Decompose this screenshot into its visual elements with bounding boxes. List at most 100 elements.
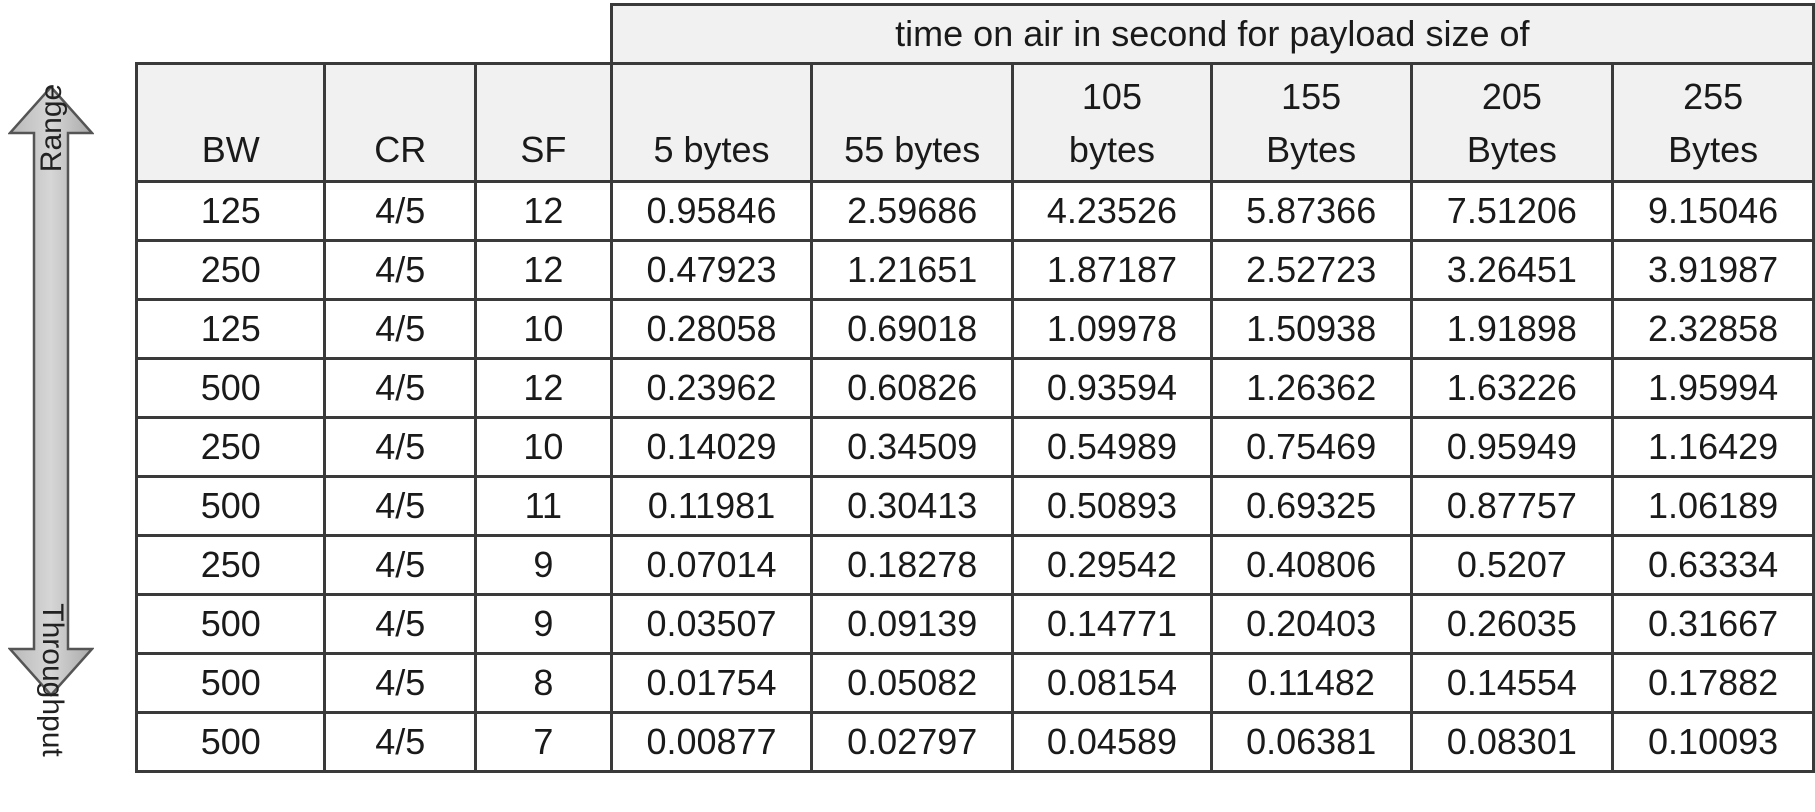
table-cell: 0.14029 [609,416,814,478]
table-cell: 5.87366 [1209,180,1413,242]
table-cell: 9.15046 [1611,180,1815,242]
table-cell: 0.07014 [609,534,814,596]
table-cell: 3.91987 [1611,239,1815,301]
table-cell: 1.87187 [1011,239,1213,301]
table-cell: 12 [474,239,613,301]
table-cell: 0.08301 [1409,711,1615,773]
table-cell: 0.5207 [1409,534,1615,596]
table-cell: 2.59686 [810,180,1015,242]
table-row: 500 4/5 11 0.11981 0.30413 0.50893 0.69325 0.87… [134,475,1815,537]
table-cell: 0.03507 [609,593,814,655]
table-cell: 0.60826 [810,357,1015,419]
column-header-row: BW CR SF 5 bytes 55 bytes 105 bytes 155 By… [134,62,1815,183]
table-cell: 4/5 [323,593,478,655]
table-cell: 500 [134,652,327,714]
table-cell: 250 [134,416,327,478]
table-cell: 0.10093 [1611,711,1815,773]
table-cell: 0.75469 [1209,416,1413,478]
table-cell: 0.00877 [609,711,814,773]
table-cell: 7.51206 [1409,180,1615,242]
table-cell: 0.69018 [810,298,1015,360]
table-cell: 0.14554 [1409,652,1615,714]
table-row: 500 4/5 8 0.01754 0.05082 0.08154 0.11482 0.145… [134,652,1815,714]
table-cell: 4/5 [323,652,478,714]
table-cell: 2.52723 [1209,239,1413,301]
payload-super-header: time on air in second for payload size o… [609,3,1815,65]
header-155-bytes: 155 Bytes [1209,62,1413,183]
table-row: 250 4/5 9 0.07014 0.18278 0.29542 0.40806 0.520… [134,534,1815,596]
table-cell: 11 [474,475,613,537]
super-header-row: time on air in second for payload size o… [136,3,1815,65]
header-5-bytes: 5 bytes [609,62,814,183]
table-cell: 4/5 [323,416,478,478]
table-cell: 0.01754 [609,652,814,714]
table-cell: 500 [134,593,327,655]
table-cell: 0.26035 [1409,593,1615,655]
table-cell: 0.63334 [1611,534,1815,596]
table-cell: 0.06381 [1209,711,1413,773]
table-cell: 10 [474,298,613,360]
table-cell: 0.17882 [1611,652,1815,714]
table-cell: 0.08154 [1011,652,1213,714]
table-cell: 4/5 [323,239,478,301]
table-cell: 1.16429 [1611,416,1815,478]
table-cell: 250 [134,534,327,596]
table-cell: 4/5 [323,475,478,537]
table-row: 500 4/5 9 0.03507 0.09139 0.14771 0.20403 0.260… [134,593,1815,655]
table-row: 125 4/5 12 0.95846 2.59686 4.23526 5.87366 7.51… [134,180,1815,242]
table-cell: 1.50938 [1209,298,1413,360]
range-label: Range [35,83,68,173]
table-cell: 2.32858 [1611,298,1815,360]
table-cell: 125 [134,180,327,242]
table-row: 250 4/5 12 0.47923 1.21651 1.87187 2.52723 3.26… [134,239,1815,301]
table-cell: 10 [474,416,613,478]
table-cell: 4/5 [323,180,478,242]
table-cell: 1.91898 [1409,298,1615,360]
table-cell: 8 [474,652,613,714]
table-cell: 0.95846 [609,180,814,242]
table-cell: 0.23962 [609,357,814,419]
header-cr: CR [323,62,478,183]
table-cell: 4/5 [323,534,478,596]
table-cell: 12 [474,357,613,419]
table-cell: 0.09139 [810,593,1015,655]
table-cell: 1.63226 [1409,357,1615,419]
table-cell: 0.47923 [609,239,814,301]
double-arrow-icon [8,85,94,697]
header-55-bytes: 55 bytes [810,62,1015,183]
table-cell: 9 [474,593,613,655]
throughput-label: Throughput [36,603,69,757]
table-row: 500 4/5 7 0.00877 0.02797 0.04589 0.06381 0.083… [134,711,1815,773]
table-cell: 0.34509 [810,416,1015,478]
table-cell: 0.20403 [1209,593,1413,655]
table-cell: 4/5 [323,298,478,360]
table-cell: 0.50893 [1011,475,1213,537]
header-bw: BW [134,62,327,183]
table-row: 500 4/5 12 0.23962 0.60826 0.93594 1.26362 1.63… [134,357,1815,419]
table-cell: 0.28058 [609,298,814,360]
table-cell: 500 [134,475,327,537]
table-cell: 0.95949 [1409,416,1615,478]
table-cell: 0.11482 [1209,652,1413,714]
table-cell: 0.04589 [1011,711,1213,773]
table-cell: 0.93594 [1011,357,1213,419]
table-cell: 0.40806 [1209,534,1413,596]
table-cell: 1.26362 [1209,357,1413,419]
table-cell: 0.54989 [1011,416,1213,478]
table-cell: 0.31667 [1611,593,1815,655]
table-cell: 12 [474,180,613,242]
table-cell: 1.21651 [810,239,1015,301]
table-cell: 4/5 [323,357,478,419]
table-cell: 0.02797 [810,711,1015,773]
table-cell: 0.14771 [1011,593,1213,655]
blank-corner [136,4,612,64]
header-105-bytes: 105 bytes [1011,62,1213,183]
table-cell: 7 [474,711,613,773]
table-row: 250 4/5 10 0.14029 0.34509 0.54989 0.75469 0.95… [134,416,1815,478]
header-255-bytes: 255 Bytes [1611,62,1815,183]
table-cell: 0.69325 [1209,475,1413,537]
time-on-air-table: time on air in second for payload size o… [134,3,1815,773]
table-cell: 3.26451 [1409,239,1615,301]
table-cell: 0.29542 [1011,534,1213,596]
table-cell: 0.87757 [1409,475,1615,537]
